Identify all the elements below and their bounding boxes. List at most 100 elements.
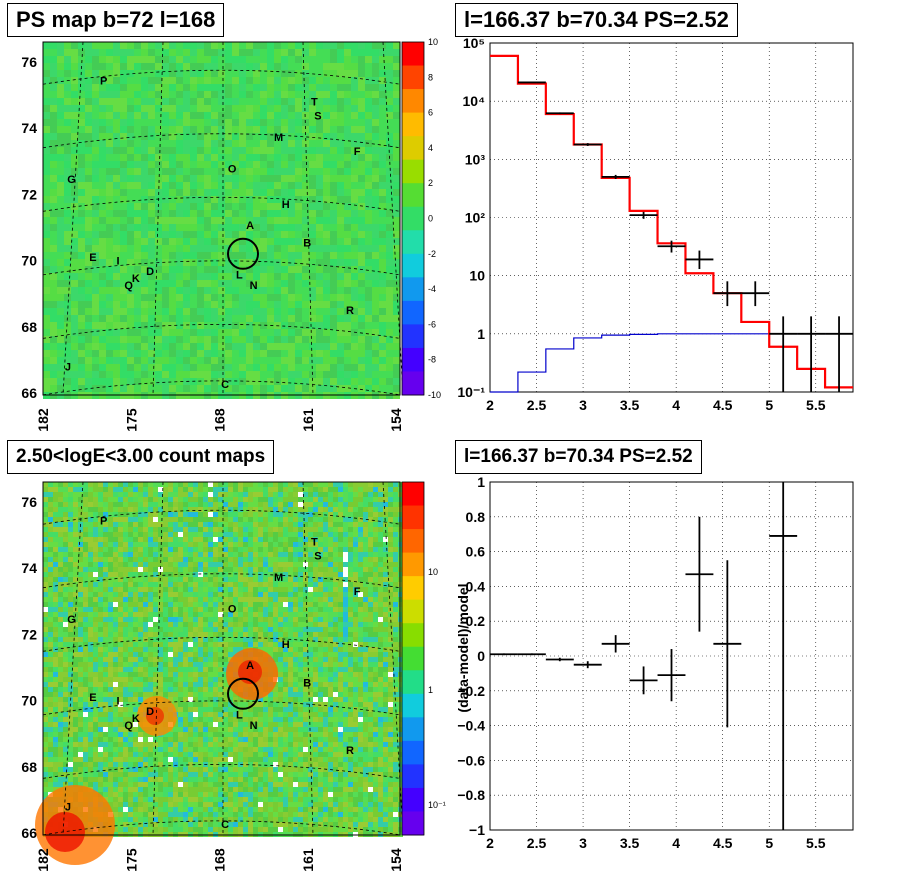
map-pixel (218, 617, 223, 622)
map-pixel (211, 224, 218, 231)
map-pixel (158, 502, 163, 507)
map-pixel (225, 238, 232, 245)
map-pixel (127, 217, 134, 224)
map-pixel (246, 84, 253, 91)
map-pixel (113, 562, 118, 567)
map-pixel (368, 607, 373, 612)
map-pixel (158, 607, 163, 612)
map-pixel (123, 487, 128, 492)
map-pixel (298, 592, 303, 597)
map-pixel (128, 597, 133, 602)
map-pixel (353, 607, 358, 612)
map-pixel (188, 627, 193, 632)
map-pixel (85, 287, 92, 294)
map-pixel (78, 567, 83, 572)
map-pixel (138, 572, 143, 577)
map-pixel (348, 502, 353, 507)
map-pixel (267, 196, 274, 203)
map-pixel (267, 168, 274, 175)
map-pixel (127, 273, 134, 280)
map-pixel (233, 577, 238, 582)
map-pixel (48, 592, 53, 597)
map-pixel (176, 91, 183, 98)
map-pixel (78, 617, 83, 622)
map-pixel (203, 532, 208, 537)
map-pixel (338, 507, 343, 512)
map-pixel (378, 567, 383, 572)
map-pixel (348, 622, 353, 627)
map-pixel (92, 336, 99, 343)
map-pixel (363, 547, 368, 552)
map-pixel (260, 224, 267, 231)
map-pixel (278, 577, 283, 582)
map-pixel (268, 537, 273, 542)
map-pixel (78, 552, 83, 557)
map-pixel (163, 572, 168, 577)
map-pixel (368, 502, 373, 507)
map-pixel (169, 336, 176, 343)
map-pixel (248, 587, 253, 592)
map-pixel (162, 112, 169, 119)
map-pixel (281, 231, 288, 238)
map-pixel (295, 301, 302, 308)
map-pixel (198, 637, 203, 642)
map-pixel (123, 612, 128, 617)
map-pixel (204, 77, 211, 84)
map-pixel (118, 622, 123, 627)
map-pixel (273, 547, 278, 552)
map-pixel (162, 280, 169, 287)
map-pixel (365, 378, 372, 385)
map-pixel (83, 592, 88, 597)
map-pixel (120, 385, 127, 392)
map-pixel (162, 133, 169, 140)
map-pixel (106, 371, 113, 378)
map-pixel (218, 517, 223, 522)
map-pixel (183, 231, 190, 238)
map-pixel (57, 252, 64, 259)
map-pixel (158, 497, 163, 502)
map-pixel (155, 294, 162, 301)
map-pixel (197, 119, 204, 126)
map-pixel (43, 357, 50, 364)
map-pixel (183, 70, 190, 77)
map-pixel (57, 196, 64, 203)
map-pixel (288, 532, 293, 537)
map-pixel (148, 308, 155, 315)
map-pixel (78, 607, 83, 612)
map-pixel (358, 357, 365, 364)
map-pixel (323, 259, 330, 266)
map-pixel (274, 280, 281, 287)
map-pixel (333, 562, 338, 567)
map-pixel (243, 487, 248, 492)
map-pixel (246, 91, 253, 98)
map-label: P (100, 75, 107, 87)
map-pixel (99, 231, 106, 238)
map-pixel (64, 357, 71, 364)
map-pixel (373, 622, 378, 627)
map-pixel (358, 562, 363, 567)
map-pixel (134, 273, 141, 280)
map-pixel (298, 512, 303, 517)
map-pixel (73, 537, 78, 542)
map-pixel (50, 182, 57, 189)
map-pixel (337, 133, 344, 140)
map-pixel (106, 49, 113, 56)
map-pixel (43, 622, 48, 627)
map-pixel (155, 378, 162, 385)
map-pixel (64, 49, 71, 56)
map-pixel (85, 322, 92, 329)
map-pixel (351, 203, 358, 210)
map-pixel (267, 266, 274, 273)
map-pixel (190, 56, 197, 63)
map-pixel (64, 238, 71, 245)
map-pixel (118, 537, 123, 542)
map-pixel (358, 259, 365, 266)
map-pixel (283, 482, 288, 487)
map-pixel (313, 572, 318, 577)
map-pixel (183, 203, 190, 210)
map-pixel (253, 577, 258, 582)
map-pixel (158, 487, 163, 492)
map-pixel (113, 287, 120, 294)
map-pixel (368, 587, 373, 592)
map-pixel (368, 517, 373, 522)
